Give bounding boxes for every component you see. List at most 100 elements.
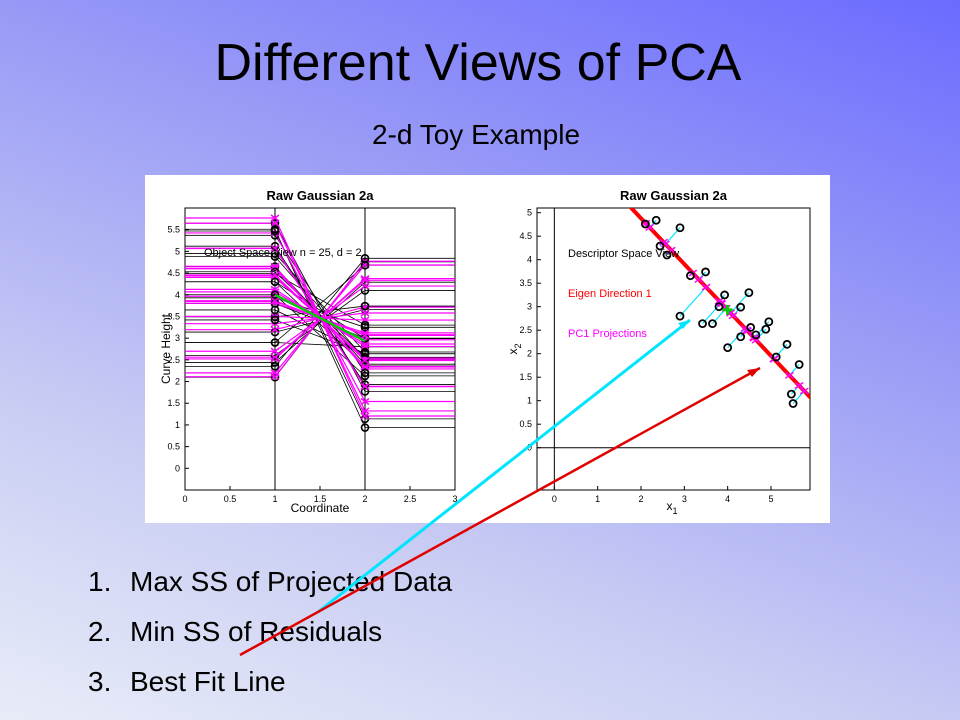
plot-area <box>185 208 455 490</box>
projection-point <box>270 271 280 279</box>
y-axis-label: Curve Height <box>159 313 173 384</box>
figure-background <box>145 175 830 523</box>
data-curve <box>185 273 455 326</box>
x-tick-label: 2.5 <box>404 494 417 504</box>
projection-point <box>360 340 370 348</box>
y-tick-label: 2.5 <box>167 355 180 365</box>
chart-title: Raw Gaussian 2a <box>620 188 728 203</box>
data-point <box>761 324 771 334</box>
data-point <box>360 301 370 311</box>
data-point <box>655 241 665 251</box>
data-curve <box>185 230 455 420</box>
data-point <box>788 399 798 408</box>
data-point <box>675 223 685 233</box>
data-curve <box>185 245 455 385</box>
y-tick-label: 2 <box>175 377 180 387</box>
x-tick-label: 0 <box>552 494 557 504</box>
x-tick-label: 4 <box>725 494 730 504</box>
data-curve <box>185 290 455 356</box>
axis-label-sub: 1 <box>672 506 677 516</box>
y-tick-label: 3.5 <box>519 278 532 288</box>
arrowhead-cyan <box>678 320 690 329</box>
projection-point <box>270 244 280 252</box>
y-tick-label: 4.5 <box>167 268 180 278</box>
axis-label-sub: 2 <box>513 343 523 348</box>
data-point <box>270 218 280 228</box>
y-tick-label: 5 <box>175 246 180 256</box>
projection-point <box>360 274 370 283</box>
data-point <box>640 219 650 229</box>
arrowhead-red <box>747 368 760 377</box>
arrow-cyan <box>317 318 691 614</box>
x-tick-label: 1 <box>595 494 600 504</box>
y-tick-label: 0.5 <box>167 442 180 452</box>
projection-point <box>360 412 370 420</box>
x-tick-label: 1 <box>272 494 277 504</box>
axis-label-base: x <box>666 499 672 513</box>
projection-point <box>360 397 370 406</box>
x-tick-label: 3 <box>682 494 687 504</box>
data-point <box>360 320 370 330</box>
data-point <box>746 322 756 332</box>
data-point <box>794 360 804 369</box>
y-tick-label: 0 <box>175 463 180 473</box>
projection-point <box>270 353 280 361</box>
x-tick-label: 5 <box>768 494 773 504</box>
projection-point <box>360 407 370 415</box>
data-point <box>360 371 370 381</box>
list-text: Min SS of Residuals <box>130 616 382 647</box>
x-tick-label: 3 <box>452 494 457 504</box>
data-point <box>720 290 730 300</box>
data-point <box>270 277 280 287</box>
data-point <box>270 290 280 300</box>
y-tick-label: 1 <box>175 420 180 430</box>
x-tick-label: 2 <box>638 494 643 504</box>
data-point <box>270 362 280 371</box>
y-tick-label: 2.5 <box>519 325 532 335</box>
arrow-red <box>239 366 761 657</box>
axis-label: x1 <box>666 499 677 516</box>
mean-line <box>274 293 366 343</box>
axis-label: x2 <box>506 343 523 354</box>
data-curve <box>185 297 455 328</box>
data-curve <box>185 281 455 363</box>
data-curve <box>185 271 455 358</box>
data-point <box>764 317 774 327</box>
projection-point <box>645 223 655 232</box>
y-tick-label: 3 <box>527 302 532 312</box>
y-tick-label: 0.5 <box>519 419 532 429</box>
projection-point <box>270 369 280 377</box>
plot-frame <box>184 207 456 491</box>
data-point <box>782 339 792 349</box>
projection-point <box>360 363 370 371</box>
data-point <box>270 338 280 347</box>
data-point <box>270 315 280 325</box>
x-tick-label: 0 <box>182 494 187 504</box>
numbered-list: 1. Max SS of Projected Data 2. Min SS of… <box>88 566 453 697</box>
annotation: PC1 Projections <box>568 328 647 340</box>
x-tick-label: 2 <box>362 494 367 504</box>
data-point <box>751 330 761 340</box>
y-tick-label: 4.5 <box>519 231 532 241</box>
plot-area <box>537 208 810 490</box>
slide-subtitle: 2-d Toy Example <box>372 119 580 150</box>
projection-point <box>360 331 370 339</box>
y-tick-label: 1.5 <box>519 372 532 382</box>
data-point <box>686 271 695 281</box>
projection-point <box>360 309 370 317</box>
axis-label-base: x <box>506 349 520 355</box>
annotation: Eigen Direction 1 <box>568 288 652 300</box>
data-point <box>360 260 370 270</box>
y-tick-label: 5.5 <box>167 225 180 235</box>
chart-title: Raw Gaussian 2a <box>267 188 375 203</box>
projection-point <box>360 383 370 391</box>
y-tick-label: 5 <box>527 208 532 218</box>
projection-point <box>743 327 752 335</box>
y-tick-label: 1 <box>527 396 532 406</box>
y-tick-label: 2 <box>527 349 532 359</box>
data-point <box>701 267 710 277</box>
data-point <box>714 302 724 312</box>
data-point <box>662 250 672 260</box>
projection-point <box>694 275 704 284</box>
